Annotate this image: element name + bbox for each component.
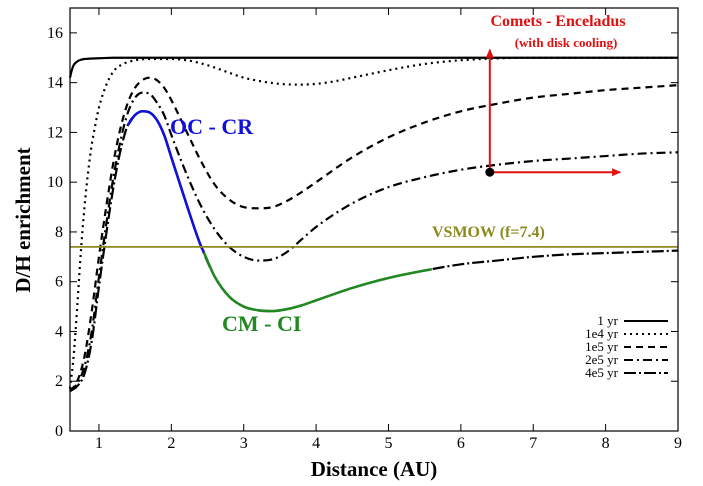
- y-tick-label: 6: [55, 274, 63, 291]
- annotation-title: Comets - Enceladus: [490, 13, 625, 30]
- x-tick-label: 2: [167, 435, 175, 452]
- highlight-label-oc-cr: OC - CR: [170, 114, 254, 139]
- x-tick-label: 9: [674, 435, 682, 452]
- y-tick-label: 14: [47, 75, 63, 92]
- series-line-1: [68, 56, 678, 78]
- x-tick-label: 7: [529, 435, 537, 452]
- series-line-4: [69, 91, 679, 392]
- annotation-group: Comets - Enceladus (with disk cooling): [485, 13, 626, 177]
- legend-label-1: 1 yr: [597, 313, 618, 328]
- y-tick-label: 10: [47, 174, 63, 191]
- y-tick-label: 8: [55, 224, 63, 241]
- legend-label-2: 1e4 yr: [585, 326, 619, 341]
- legend-label-4: 2e5 yr: [585, 352, 619, 367]
- x-tick-label: 8: [602, 435, 610, 452]
- highlight-group: [126, 109, 433, 313]
- x-tick-label: 4: [312, 435, 320, 452]
- annotation-subtitle: (with disk cooling): [515, 35, 618, 50]
- plot-frame: [69, 7, 679, 432]
- highlight-segment-1: [126, 109, 206, 253]
- highlight-label-cm-ci: CM - CI: [222, 311, 301, 336]
- y-tick-label: 4: [55, 323, 63, 340]
- legend-label-3: 1e5 yr: [585, 339, 619, 354]
- legend-label-5: 4e5 yr: [585, 365, 619, 380]
- y-tick-label: 2: [55, 373, 63, 390]
- plot-area: [70, 8, 678, 431]
- y-axis-title: D/H enrichment: [11, 147, 35, 292]
- x-axis-title: Distance (AU): [311, 457, 438, 481]
- label-group: OC - CR CM - CI: [170, 114, 301, 336]
- x-tick-label: 6: [457, 435, 465, 452]
- x-tick-label: 5: [384, 435, 392, 452]
- reference-line-label: VSMOW (f=7.4): [432, 224, 545, 241]
- x-tick-label: 3: [240, 435, 248, 452]
- y-tick-label: 12: [47, 124, 63, 141]
- x-tick-label: 1: [95, 435, 103, 452]
- y-tick-label: 16: [47, 25, 63, 42]
- y-tick-label: 0: [55, 423, 63, 440]
- annotation-point: [485, 167, 495, 177]
- series-line-3: [69, 76, 679, 392]
- highlight-segment-2: [202, 251, 433, 313]
- series-line-2: [68, 56, 678, 389]
- reference-group: VSMOW (f=7.4): [70, 224, 678, 248]
